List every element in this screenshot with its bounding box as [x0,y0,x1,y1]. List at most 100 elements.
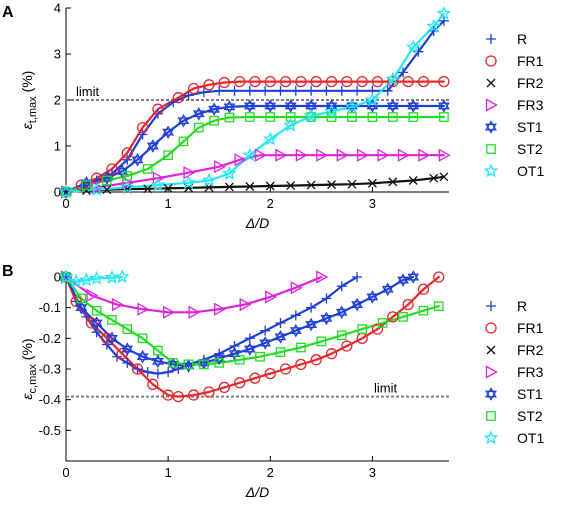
chart-b-point-fr1 [147,378,159,390]
chart-a-point-fr1 [233,75,246,88]
chart-a-point-fr2 [347,179,357,189]
chart-a-point-r [229,85,240,96]
chart-a-point-r [413,46,424,57]
chart-a-series-line-fr2 [64,175,445,194]
legend-a-marker-fr2 [486,78,496,88]
chart-b-point-fr1 [371,323,384,335]
chart-b-point-st1 [106,331,118,346]
chart-a-point-fr1 [356,75,368,88]
chart-a-point-st1 [284,99,297,113]
chart-b-point-r [260,325,271,336]
chart-a-point-ot1 [181,175,197,190]
chart-b-y-tick-label: -0.3 [39,362,61,377]
legend-b-label-fr1: FR1 [517,320,544,336]
chart-b-point-r [275,318,286,328]
chart-a-point-fr1 [188,82,200,95]
legend-b: R FR1 FR2 FR3 ST1 ST2 OT1 [483,298,544,446]
chart-a-point-fr1 [402,75,414,88]
chart-b-point-fr3 [188,305,201,319]
chart-b-point-r [244,333,255,344]
legend-a-marker-st2 [486,144,496,154]
chart-b-point-st2 [255,351,265,362]
legend-a-label-st2: ST2 [517,141,543,157]
chart-b-point-st1 [259,336,272,350]
legend-b-marker-r [486,301,496,311]
legend-b-label-st2: ST2 [517,408,543,424]
chart-a-point-fr2 [327,180,337,190]
chart-b-point-fr3 [214,302,227,316]
chart-a-panel-label: A [2,4,14,21]
chart-a-point-fr2 [388,177,398,187]
chart-a-point-fr3 [397,148,410,162]
chart-b-point-fr1 [417,283,430,295]
chart-a-series-line-st2 [64,115,445,194]
chart-a-point-fr3 [254,148,267,162]
chart-b-point-r [290,310,301,321]
chart-a-y-tick-label: 0 [54,185,61,200]
chart-b-point-st2 [199,359,209,370]
chart-a-point-st1 [208,102,221,116]
chart-a-point-st1 [116,164,129,179]
chart-b-y-tick-label: -0.2 [39,331,61,346]
panel-a: 0 1 2 3 0 1 2 3 4 limit A Δ/D εt,max (%) [2,1,452,231]
chart-b-point-r [142,367,153,378]
chart-a-point-ot1 [150,177,166,192]
chart-b-y-tick-label: -0.5 [39,423,61,438]
chart-a-point-ot1 [344,99,360,114]
chart-b-point-ot1 [114,269,130,284]
chart-a-point-ot1 [222,165,237,180]
chart-a-x-tick-label: 2 [267,196,274,211]
chart-b-point-st2 [433,301,444,311]
chart-b-point-st1 [274,329,287,344]
chart-a-point-fr1 [203,79,215,91]
chart-a-point-fr2 [102,185,112,195]
chart-b-y-axis-title: εc,max (%) [19,338,39,399]
chart-a-point-st1 [243,99,256,113]
chart-b-point-st1 [152,354,164,369]
chart-a-point-r [336,85,347,96]
chart-a-point-fr3 [214,160,227,174]
chart-a-point-st1 [325,99,338,113]
chart-a-point-fr2 [306,180,316,190]
chart-a-point-fr2 [245,182,255,191]
chart-a-point-fr1 [387,75,399,88]
chart-b-x-tick-label: 0 [62,465,69,480]
chart-a-point-r [183,90,194,101]
chart-a-point-ot1 [283,117,299,132]
chart-b-point-st2 [336,330,347,341]
chart-b-series-line-fr3 [64,275,323,314]
legend-a-label-ot1: OT1 [517,163,544,179]
chart-a-point-r [214,85,225,96]
legend-a-marker-r [486,34,496,44]
chart-a-point-ot1 [89,181,104,197]
chart-a-point-fr2 [286,181,296,191]
chart-b-point-ot1 [68,273,84,288]
chart-a-point-st2 [285,112,296,122]
chart-b-point-fr3 [239,298,252,312]
chart-a-point-st2 [81,180,92,190]
chart-a-x-axis-title: Δ/D [245,215,269,231]
chart-a-point-st2 [408,112,419,122]
chart-a-point-fr1 [371,75,384,88]
chart-b-point-r [352,272,363,282]
chart-b-point-st1 [366,290,379,304]
chart-a-y-tick-label: 1 [54,139,61,154]
legend-a-label-fr3: FR3 [517,97,544,113]
chart-b-series-line-st2 [64,275,440,366]
chart-b-point-fr1 [172,390,184,403]
chart-a-point-ot1 [58,184,74,199]
legend-b-marker-fr2 [486,345,496,355]
chart-a-point-st2 [193,122,204,133]
chart-a-point-st2 [142,164,153,174]
chart-a-point-st1 [223,100,236,114]
chart-b-point-fr1 [341,340,353,352]
legend-b-marker-st1 [485,387,497,401]
legend-a-marker-ot1 [483,163,499,178]
chart-b-point-r [132,364,143,374]
chart-b-y-tick-label: 0 [54,270,61,285]
chart-b-point-fr3 [162,305,175,319]
chart-b-point-fr1 [387,311,399,323]
chart-a-point-fr2 [163,183,173,193]
chart-b-point-st2 [275,347,286,357]
chart-b-point-r [163,367,174,378]
